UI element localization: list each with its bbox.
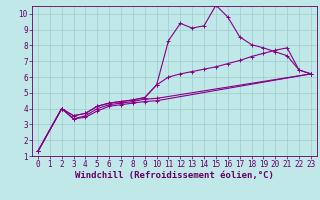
X-axis label: Windchill (Refroidissement éolien,°C): Windchill (Refroidissement éolien,°C)	[75, 171, 274, 180]
